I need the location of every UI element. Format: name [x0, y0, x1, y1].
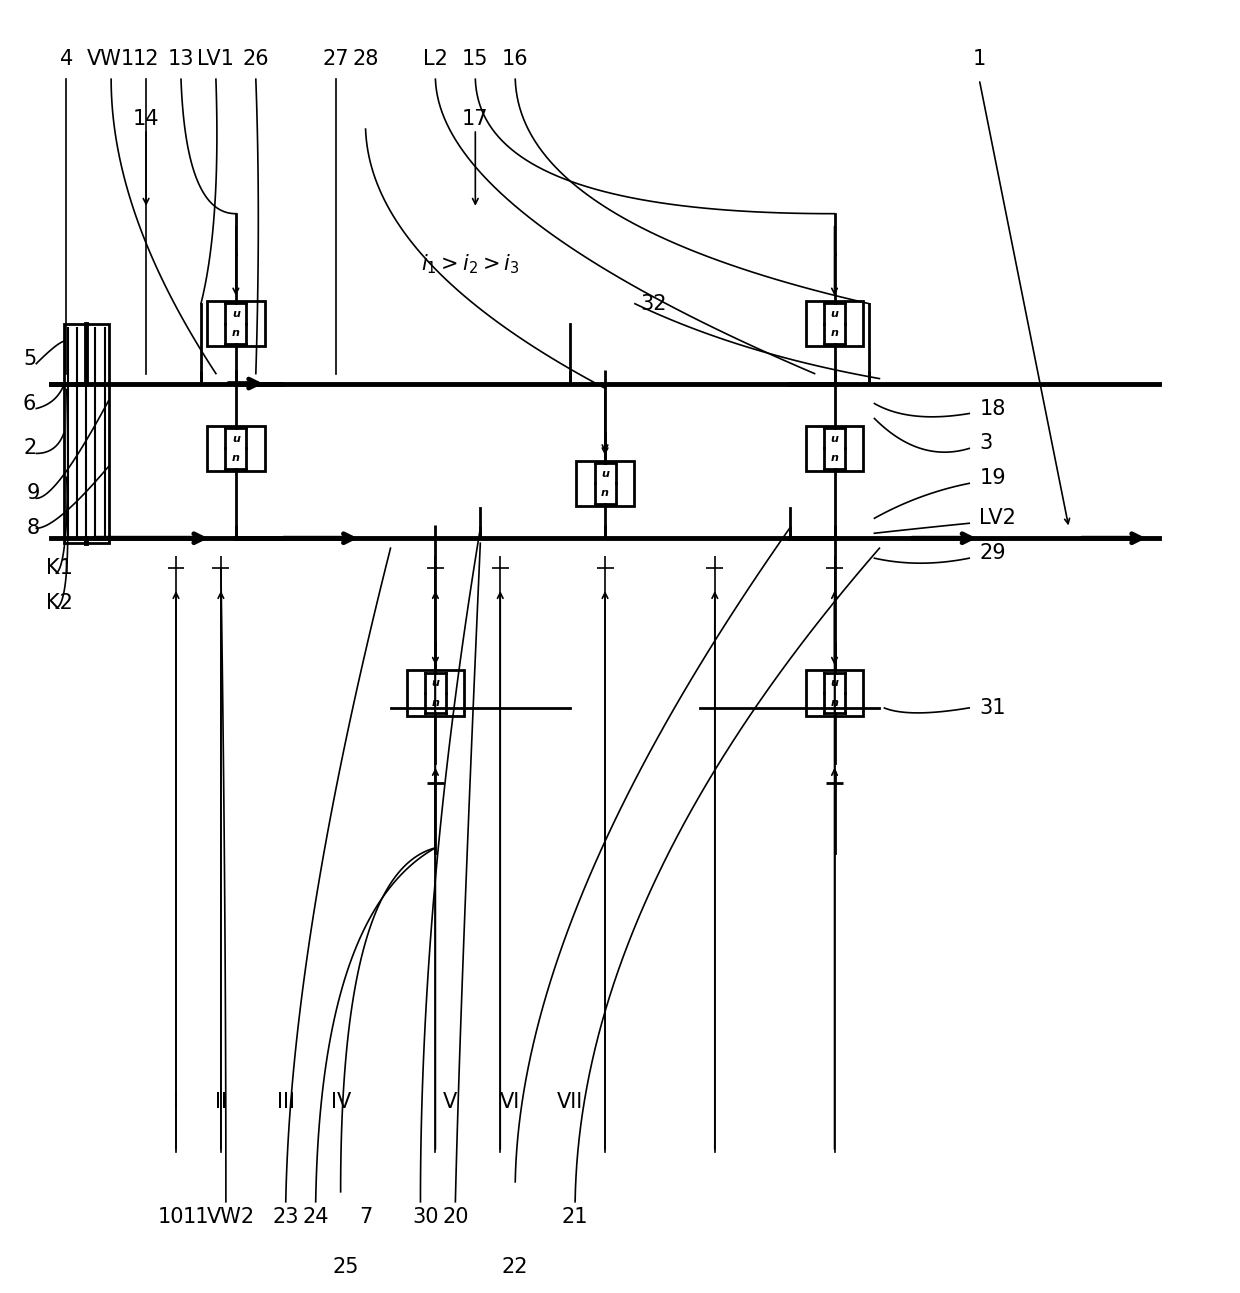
Text: n: n: [831, 328, 838, 339]
Text: 1: 1: [972, 49, 986, 70]
Text: u: u: [232, 309, 239, 319]
Text: 14: 14: [133, 109, 159, 129]
Text: n: n: [831, 453, 838, 463]
Text: III: III: [277, 1093, 295, 1112]
Bar: [806, 301, 863, 347]
Text: u: u: [831, 309, 838, 319]
Bar: [207, 301, 264, 347]
Text: K1: K1: [46, 559, 73, 578]
Text: 16: 16: [502, 49, 528, 70]
Text: n: n: [601, 487, 609, 498]
Text: u: u: [831, 679, 838, 688]
Text: 12: 12: [133, 49, 159, 70]
Text: II: II: [215, 1093, 227, 1112]
Text: 28: 28: [352, 49, 378, 70]
Text: VII: VII: [557, 1093, 583, 1112]
Text: 7: 7: [358, 1206, 372, 1227]
Text: 15: 15: [463, 49, 489, 70]
Bar: [806, 670, 863, 715]
Text: L2: L2: [423, 49, 448, 70]
Bar: [806, 425, 863, 471]
Text: 26: 26: [243, 49, 269, 70]
Bar: [407, 670, 464, 715]
Text: 30: 30: [412, 1206, 439, 1227]
Text: n: n: [232, 453, 239, 463]
Text: 2: 2: [24, 438, 36, 459]
Text: LV1: LV1: [197, 49, 234, 70]
Text: 19: 19: [980, 468, 1006, 489]
Text: IV: IV: [331, 1093, 351, 1112]
Text: VI: VI: [500, 1093, 521, 1112]
Text: 4: 4: [60, 49, 73, 70]
Text: 32: 32: [640, 294, 666, 314]
Text: $i_1 > i_2 > i_3$: $i_1 > i_2 > i_3$: [422, 252, 520, 275]
Text: 3: 3: [980, 433, 992, 454]
Text: 24: 24: [303, 1206, 329, 1227]
Text: 27: 27: [322, 49, 348, 70]
Text: u: u: [232, 433, 239, 443]
Text: 5: 5: [24, 349, 36, 369]
Text: 13: 13: [167, 49, 195, 70]
Text: 8: 8: [26, 518, 40, 538]
Text: 22: 22: [502, 1257, 528, 1276]
Text: 9: 9: [26, 484, 40, 503]
Bar: [63, 323, 109, 543]
Text: 6: 6: [22, 393, 36, 414]
Text: V: V: [443, 1093, 458, 1112]
Text: u: u: [601, 468, 609, 478]
Text: 25: 25: [332, 1257, 358, 1276]
Text: VW1: VW1: [87, 49, 135, 70]
Text: 21: 21: [562, 1206, 588, 1227]
Text: I: I: [174, 1093, 179, 1112]
Text: 31: 31: [980, 698, 1006, 718]
Text: u: u: [831, 433, 838, 443]
Text: u: u: [432, 679, 439, 688]
Text: K2: K2: [46, 593, 73, 613]
Text: LV2: LV2: [980, 508, 1016, 529]
Text: 17: 17: [463, 109, 489, 129]
Text: 10: 10: [157, 1206, 185, 1227]
Text: 20: 20: [443, 1206, 469, 1227]
Text: VW2: VW2: [207, 1206, 255, 1227]
Text: 11: 11: [182, 1206, 210, 1227]
Bar: [577, 460, 634, 506]
Text: 29: 29: [980, 543, 1006, 564]
Text: n: n: [831, 698, 838, 707]
Text: n: n: [232, 328, 239, 339]
Bar: [207, 425, 264, 471]
Text: 18: 18: [980, 398, 1006, 419]
Text: n: n: [432, 698, 439, 707]
Text: 23: 23: [273, 1206, 299, 1227]
